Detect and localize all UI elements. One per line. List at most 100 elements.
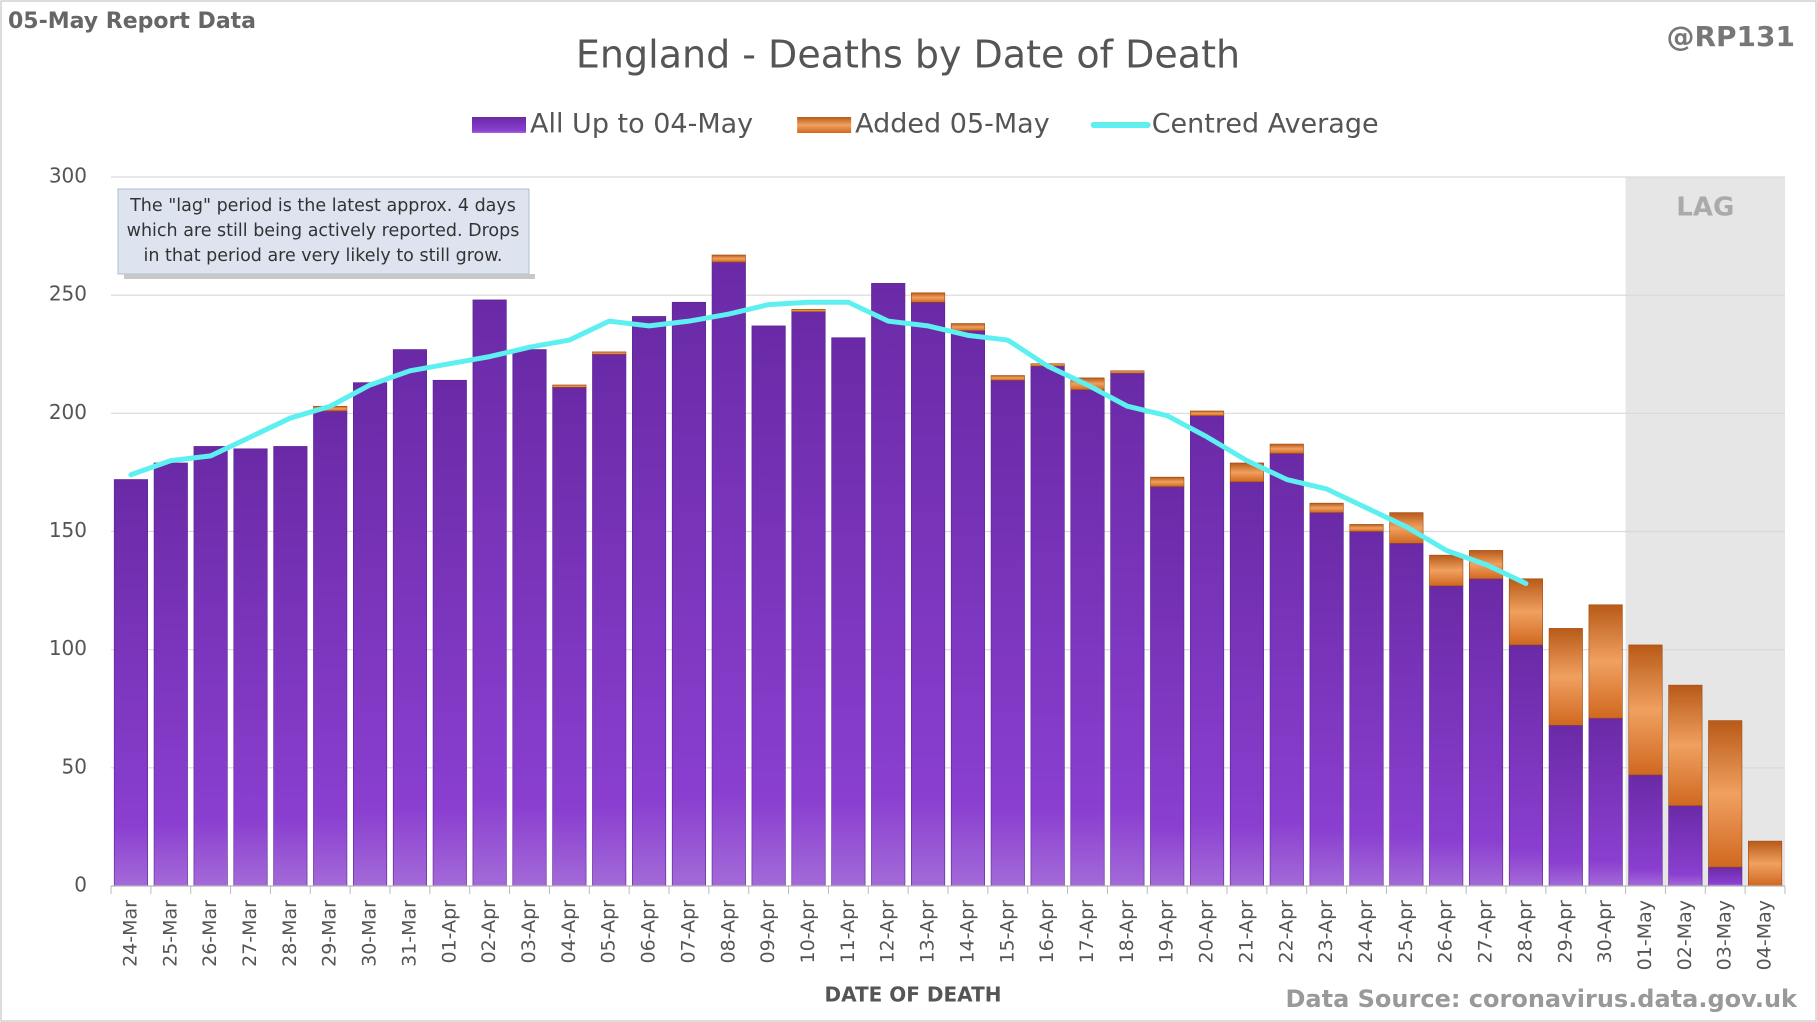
bar-segment <box>1070 389 1105 887</box>
bar-segment <box>1190 415 1225 887</box>
x-tick-label: 29-Mar <box>319 900 341 967</box>
bar-segment <box>1309 512 1344 887</box>
x-tick-label: 17-Apr <box>1076 900 1098 964</box>
chart-title: England - Deaths by Date of Death <box>576 33 1240 77</box>
x-tick-label: 05-Apr <box>598 900 620 964</box>
x-tick-label: 25-Apr <box>1395 900 1417 964</box>
x-tick-label: 28-Apr <box>1514 900 1536 964</box>
x-tick-label: 06-Apr <box>638 900 660 964</box>
x-tick-label: 10-Apr <box>797 900 819 964</box>
x-tick-label: 18-Apr <box>1116 900 1138 964</box>
x-tick-label: 28-Mar <box>279 900 301 967</box>
source: Data Source: coronavirus.data.gov.uk <box>1286 985 1799 1013</box>
average-line <box>128 299 1529 586</box>
x-tick-label: 26-Mar <box>199 900 221 967</box>
bar-segment <box>552 387 587 887</box>
x-tick-label: 25-Mar <box>159 900 181 967</box>
bar-segment <box>711 254 746 263</box>
legend-swatch <box>797 117 852 133</box>
y-tick-label: 200 <box>49 400 87 424</box>
bar-segment <box>1110 372 1145 887</box>
bar-segment <box>1110 370 1145 374</box>
x-tick-label: 21-Apr <box>1235 900 1257 964</box>
bar-segment <box>632 316 667 887</box>
bar-segment <box>1668 805 1703 887</box>
x-tick-label: 16-Apr <box>1036 900 1058 964</box>
annotation-box <box>117 188 530 275</box>
bar-segment <box>1429 585 1464 887</box>
bar-segment <box>1150 486 1185 887</box>
handle: @RP131 <box>1666 20 1795 53</box>
bar-segment <box>1548 628 1583 726</box>
x-tick-label: 26-Apr <box>1435 900 1457 964</box>
report-label: 05-May Report Data <box>8 9 256 34</box>
y-tick-label: 150 <box>49 518 87 542</box>
x-tick-label: 27-Apr <box>1475 900 1497 964</box>
x-tick-label: 09-Apr <box>757 900 779 964</box>
x-tick-label: 02-May <box>1674 900 1696 970</box>
bar-segment <box>193 446 228 887</box>
x-tick-label: 14-Apr <box>956 900 978 964</box>
x-tick-label: 01-May <box>1634 900 1656 970</box>
bar-segment <box>153 462 188 887</box>
bar-segment <box>1389 543 1424 887</box>
bar-segment <box>392 349 427 887</box>
bar-segment <box>791 309 826 313</box>
bar-segment <box>751 325 786 887</box>
x-tick-label: 02-Apr <box>478 900 500 964</box>
bar-segment <box>950 323 985 331</box>
bar-segment <box>1190 410 1225 416</box>
x-tick-label: 04-Apr <box>558 900 580 964</box>
bar-segment <box>432 379 467 887</box>
bar-segment <box>1229 481 1264 887</box>
bar-segment <box>1469 578 1504 887</box>
x-tick-label: 04-May <box>1754 900 1776 970</box>
bar-segment <box>313 410 348 887</box>
bar-segment <box>990 375 1025 381</box>
annotation-shadow <box>124 274 535 279</box>
x-tick-label: 30-Mar <box>359 900 381 967</box>
bar-segment <box>1150 476 1185 487</box>
x-tick-label: 12-Apr <box>877 900 899 964</box>
bar-segment <box>990 379 1025 887</box>
bar-segment <box>233 448 268 887</box>
bar-segment <box>512 349 547 887</box>
bar-segment <box>911 301 946 887</box>
x-tick-label: 01-Apr <box>438 900 460 964</box>
bar-segment <box>1508 578 1543 646</box>
x-tick-label: 03-Apr <box>518 900 540 964</box>
bar-segment <box>1708 720 1743 868</box>
y-tick-label: 300 <box>49 164 87 188</box>
bar-segment <box>1708 866 1743 887</box>
bar-segment <box>831 337 866 887</box>
bar-segment <box>1269 443 1304 454</box>
bar-segment <box>1349 524 1384 532</box>
lag-label: LAG <box>1676 193 1734 223</box>
legend-label: Added 05-May <box>855 109 1050 140</box>
annotation-line: The "lag" period is the latest approx. 4… <box>129 196 516 216</box>
bar-segment <box>1309 502 1344 513</box>
x-tick-label: 07-Apr <box>677 900 699 964</box>
bar-segment <box>592 351 627 355</box>
bar-segment <box>353 382 388 887</box>
bar-segment <box>1389 512 1424 544</box>
x-tick-label: 20-Apr <box>1196 900 1218 964</box>
bar-segment <box>671 301 706 887</box>
bar-segment <box>1269 453 1304 887</box>
x-tick-label: 24-Mar <box>119 900 141 967</box>
x-tick-label: 22-Apr <box>1275 900 1297 964</box>
bar-segment <box>1588 717 1623 887</box>
bar-segment <box>273 446 308 887</box>
bar-segment <box>472 299 507 887</box>
y-tick-label: 250 <box>49 282 87 306</box>
bar-segment <box>1748 840 1783 887</box>
x-tick-label: 13-Apr <box>917 900 939 964</box>
x-tick-label: 30-Apr <box>1594 900 1616 964</box>
bar-segment <box>1429 554 1464 587</box>
x-axis-title: DATE OF DEATH <box>825 983 1002 1007</box>
y-tick-label: 50 <box>62 754 87 778</box>
bar-segment <box>1508 644 1543 887</box>
bar-segment <box>552 384 587 388</box>
